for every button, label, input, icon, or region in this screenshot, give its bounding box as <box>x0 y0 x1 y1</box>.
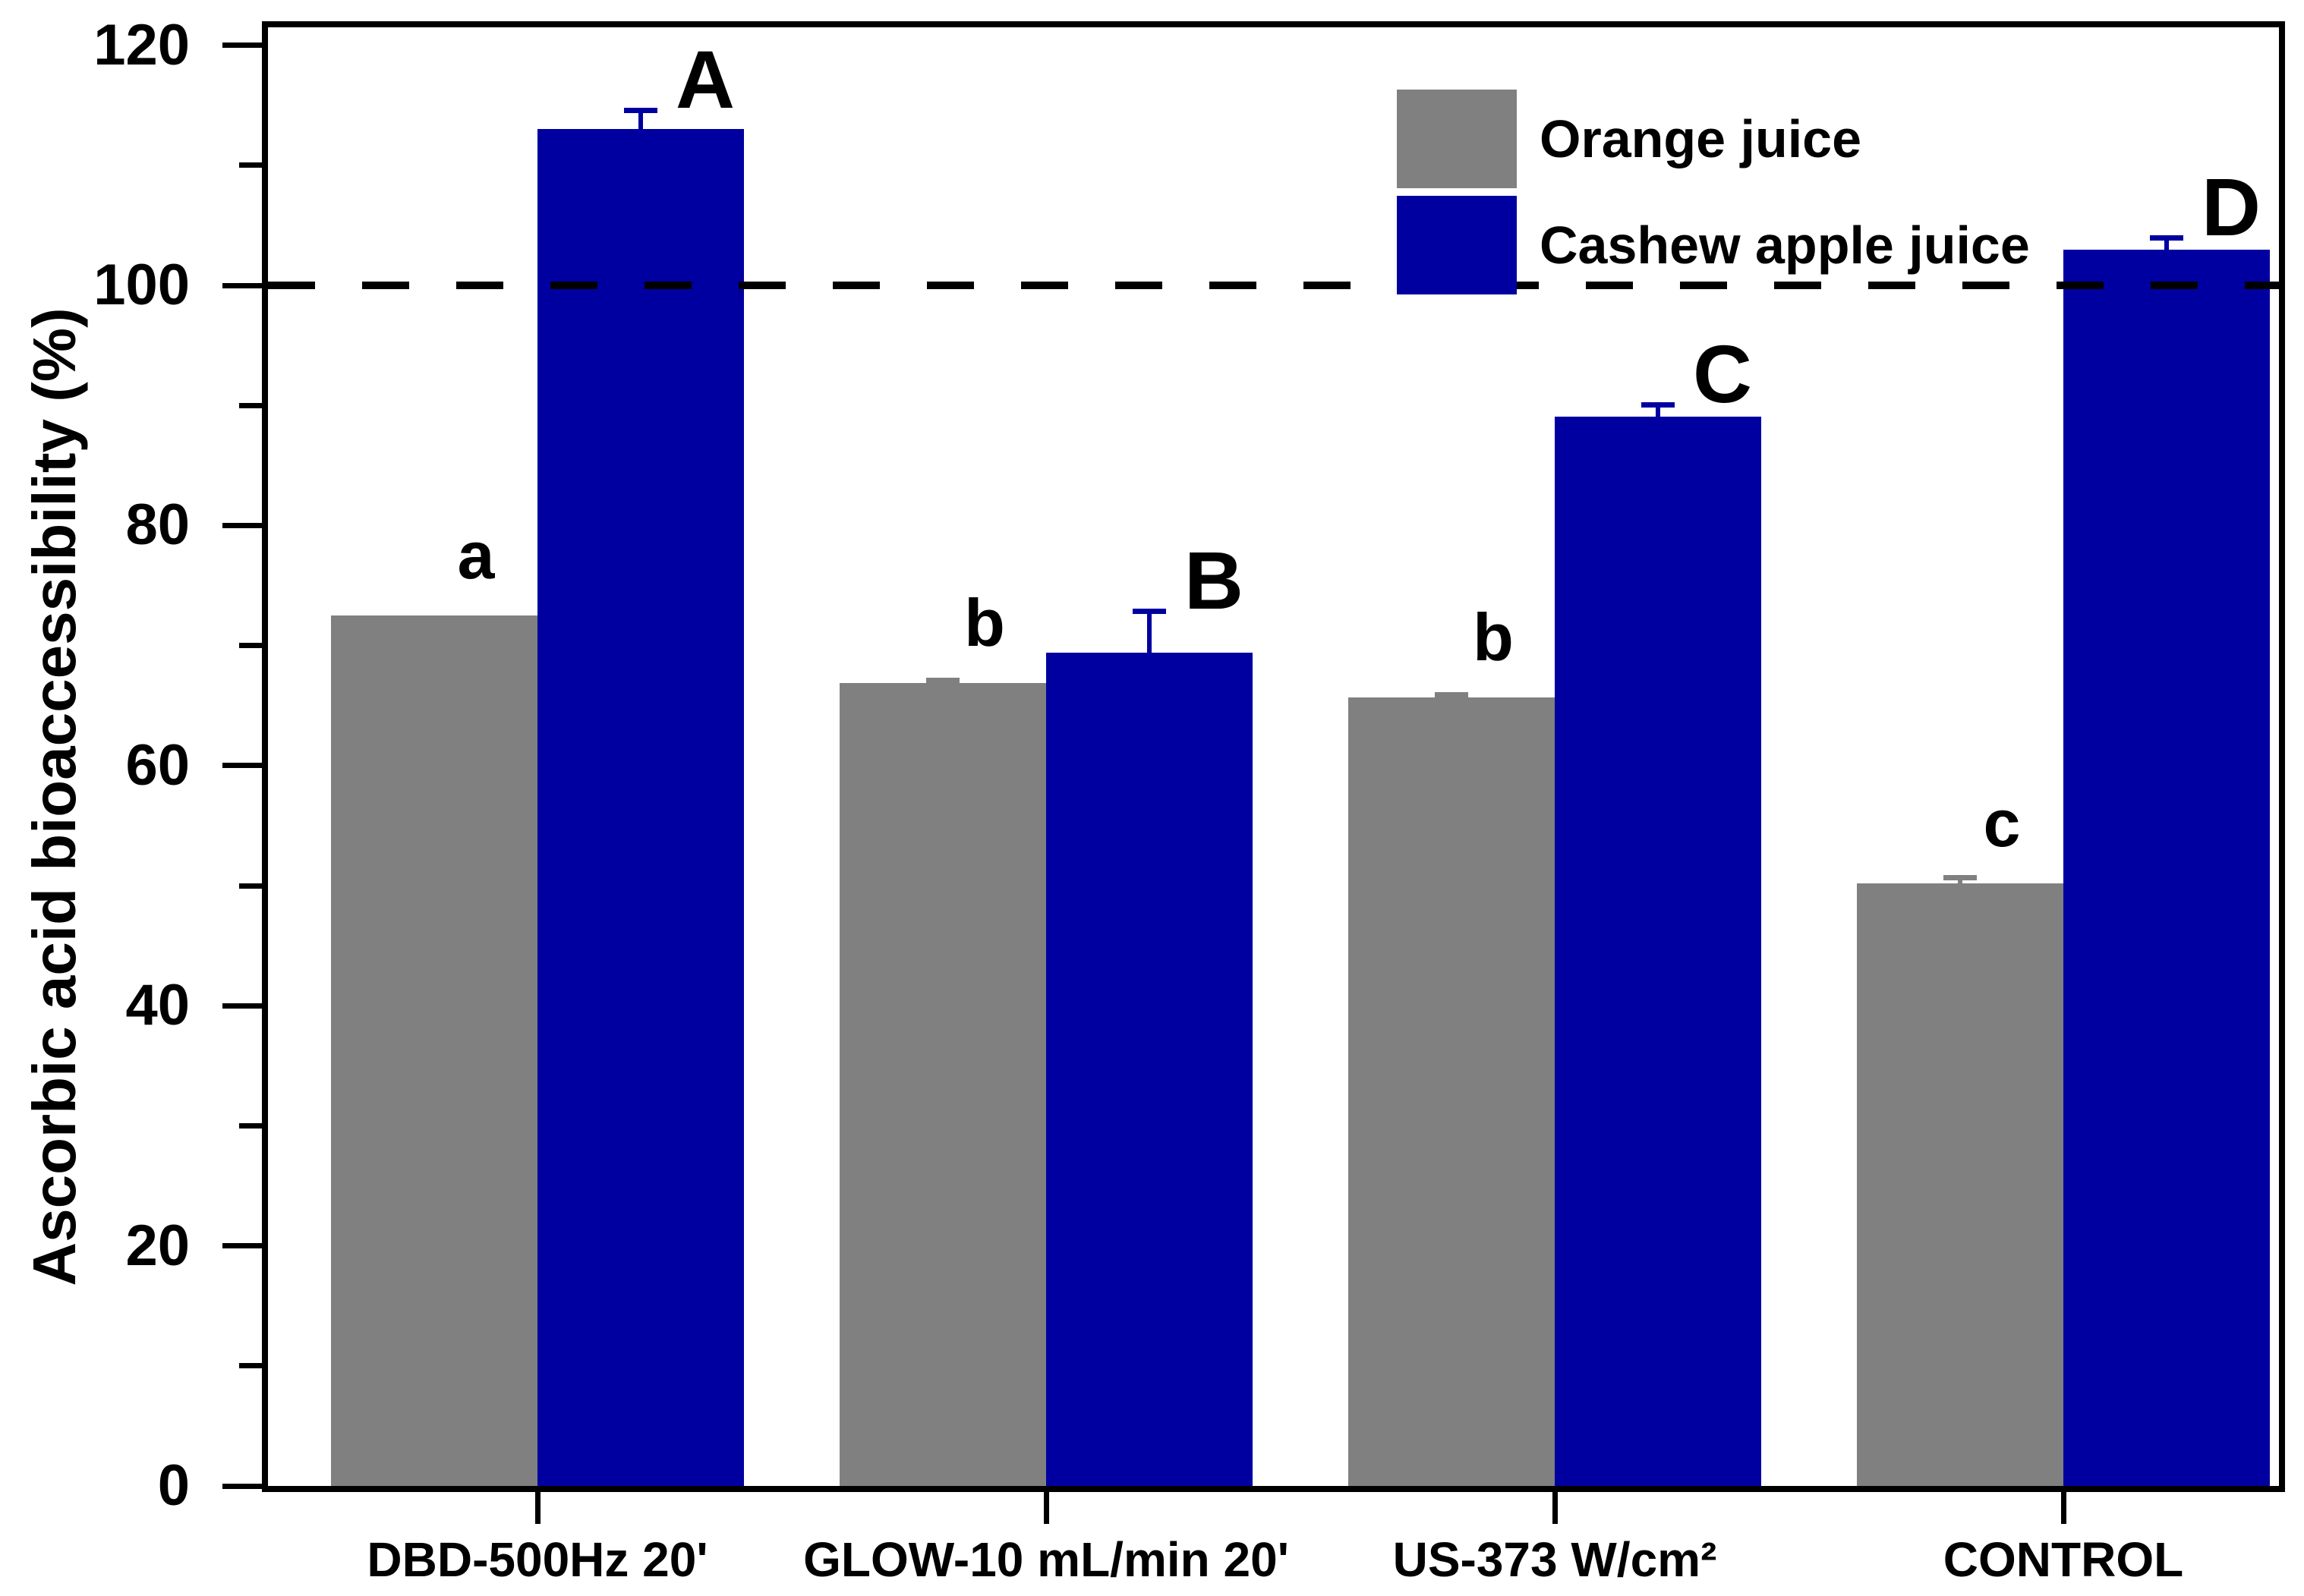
error-bar-cap <box>1943 874 1977 880</box>
error-bar <box>638 108 643 130</box>
x-category-label: CONTROL <box>1943 1532 2184 1587</box>
error-bar <box>1147 608 1152 653</box>
bar-cashew-apple-juice <box>1046 653 1253 1486</box>
significance-label: A <box>676 33 735 125</box>
y-tick-label: 100 <box>93 253 190 318</box>
x-category-label: GLOW-10 mL/min 20' <box>803 1532 1289 1587</box>
y-major-tick <box>222 1003 262 1009</box>
x-category-label: US-373 W/cm² <box>1392 1532 1717 1587</box>
y-tick-label: 20 <box>125 1213 190 1278</box>
y-tick-label: 40 <box>125 973 190 1038</box>
x-tick <box>1043 1492 1049 1524</box>
bar-orange-juice <box>840 682 1046 1486</box>
legend-item-cashew-apple-juice: Cashew apple juice <box>1397 196 2030 294</box>
error-bar-cap <box>1641 401 1675 408</box>
y-minor-tick <box>239 1122 262 1129</box>
error-bar-cap <box>1133 608 1166 614</box>
y-major-tick <box>222 42 262 49</box>
y-tick-label: 0 <box>157 1453 190 1518</box>
y-major-tick <box>222 522 262 528</box>
significance-label: B <box>1184 534 1243 626</box>
significance-label: C <box>1693 327 1752 420</box>
legend-label-cashew-apple-juice: Cashew apple juice <box>1540 216 2030 275</box>
reference-line-100 <box>268 282 2279 290</box>
y-major-tick <box>222 1243 262 1249</box>
error-bar-cap <box>2150 235 2183 241</box>
y-minor-tick <box>239 162 262 168</box>
bar-cashew-apple-juice <box>1555 416 1761 1486</box>
bar-cashew-apple-juice <box>2063 249 2270 1486</box>
y-minor-tick <box>239 1363 262 1369</box>
y-tick-label: 120 <box>93 12 190 77</box>
y-tick-label: 80 <box>125 493 190 558</box>
y-major-tick <box>222 282 262 288</box>
error-bar-cap <box>624 108 657 113</box>
x-tick <box>2060 1492 2066 1524</box>
legend-swatch-cashew-apple-juice <box>1397 196 1517 294</box>
error-bar <box>2164 235 2169 250</box>
error-bar <box>1656 401 1660 417</box>
legend: Orange juice Cashew apple juice <box>1397 90 2030 302</box>
plot-area: a b b c A B C D <box>262 21 2285 1492</box>
y-minor-tick <box>239 883 262 889</box>
significance-label: D <box>2202 160 2261 253</box>
significance-label: a <box>457 518 495 593</box>
y-tick-label: 60 <box>125 732 190 798</box>
y-minor-tick <box>239 643 262 649</box>
bar-orange-juice <box>331 615 537 1486</box>
y-minor-tick <box>239 402 262 408</box>
x-tick <box>1552 1492 1558 1524</box>
y-major-tick <box>222 763 262 769</box>
legend-label-orange-juice: Orange juice <box>1540 109 1862 168</box>
significance-label: c <box>1983 785 2021 861</box>
significance-label: b <box>964 584 1005 660</box>
x-category-label: DBD-500Hz 20' <box>367 1532 708 1587</box>
bar-cashew-apple-juice <box>537 129 744 1486</box>
bar-orange-juice <box>1857 883 2063 1486</box>
error-bar-cap <box>1435 692 1468 698</box>
legend-item-orange-juice: Orange juice <box>1397 90 2030 188</box>
bar-orange-juice <box>1348 697 1555 1486</box>
error-bar-cap <box>926 678 960 684</box>
x-tick <box>534 1492 541 1524</box>
significance-label: b <box>1473 599 1514 675</box>
legend-swatch-orange-juice <box>1397 90 1517 188</box>
y-major-tick <box>222 1483 262 1489</box>
